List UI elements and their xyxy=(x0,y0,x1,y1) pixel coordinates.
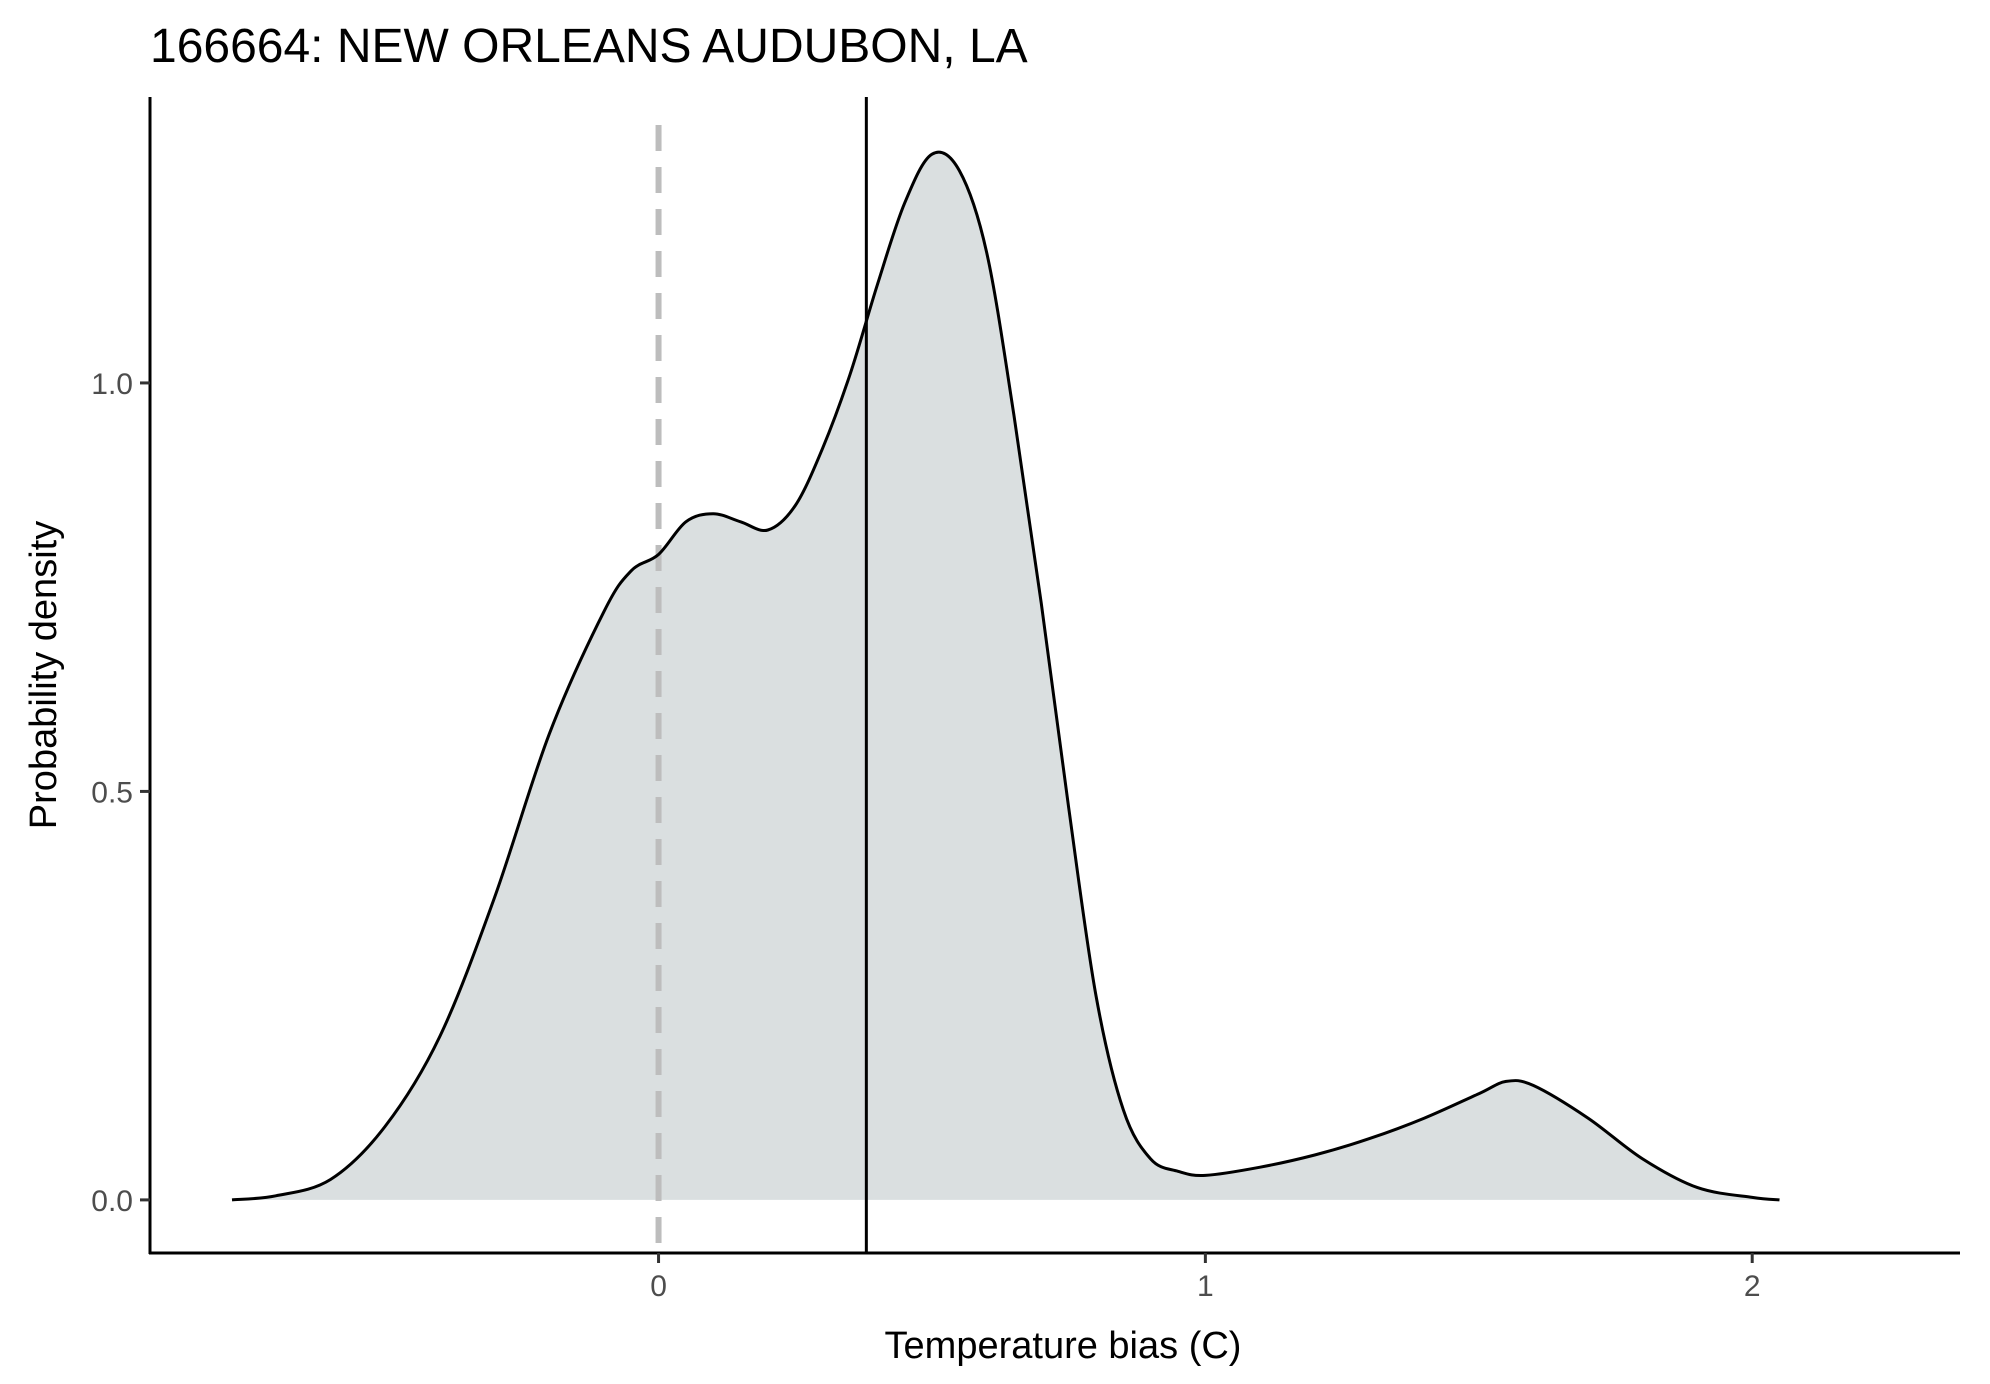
x-tick-label: 1 xyxy=(1197,1270,1214,1303)
axes: 0 1 2 0.0 0.5 1.0 xyxy=(91,97,1960,1303)
x-tick-label: 0 xyxy=(650,1270,667,1303)
x-axis-title: Temperature bias (C) xyxy=(885,1325,1242,1367)
y-tick-label: 1.0 xyxy=(91,368,133,401)
plot-area xyxy=(231,97,1780,1253)
y-tick-label: 0.5 xyxy=(91,776,133,809)
density-curve xyxy=(231,150,1780,1202)
density-area-fill xyxy=(232,152,1780,1200)
x-tick-label: 2 xyxy=(1744,1270,1761,1303)
chart-title: 166664: NEW ORLEANS AUDUBON, LA xyxy=(150,20,1028,73)
y-tick-label: 0.0 xyxy=(91,1185,133,1218)
y-axis-title: Probability density xyxy=(23,521,65,829)
